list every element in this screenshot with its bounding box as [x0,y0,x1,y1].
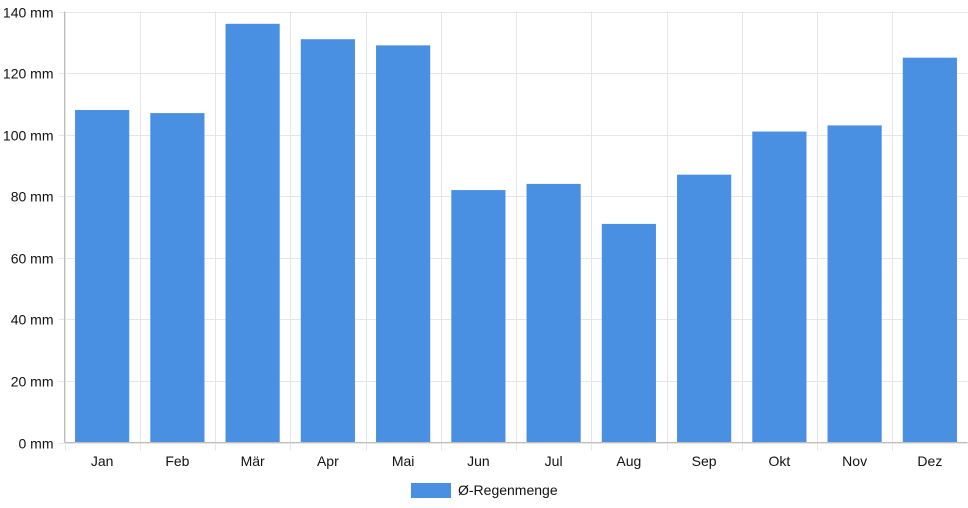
bar-apr [300,39,355,443]
legend-label: Ø-Regenmenge [458,482,558,498]
legend: Ø-Regenmenge [411,482,558,498]
bar-sep [677,174,732,443]
bar-mär [225,23,280,443]
axes [64,11,968,443]
x-tick-label: Mär [241,453,265,469]
y-tick-label: 40 mm [11,312,54,328]
bar-feb [150,113,205,443]
x-tick-label: Dez [917,453,942,469]
bar-jan [75,110,130,443]
x-tick-label: Nov [842,453,867,469]
y-tick-label: 20 mm [11,374,54,390]
y-tick-label: 0 mm [19,436,54,452]
x-tick-label: Jun [467,453,490,469]
y-tick-label: 80 mm [11,189,54,205]
x-tick-label: Apr [317,453,339,469]
bar-jul [526,183,581,443]
x-tick-label: Okt [768,453,790,469]
grid-lines [58,11,968,451]
x-tick-label: Mai [392,453,415,469]
y-tick-label: 120 mm [3,66,54,82]
bar-nov [827,125,882,443]
x-tick-labels: Jan Feb Mär Apr Mai Jun Jul Aug Sep Okt Nov Dez [91,453,942,469]
bar-mai [376,45,431,443]
y-tick-label: 100 mm [3,128,54,144]
x-tick-label: Aug [616,453,641,469]
bar-aug [601,223,656,443]
x-tick-label: Sep [692,453,717,469]
legend-swatch [411,483,451,498]
bar-jun [451,190,506,443]
y-tick-label: 140 mm [3,5,54,21]
y-tick-label: 60 mm [11,251,54,267]
x-tick-label: Feb [165,453,189,469]
bars [75,23,957,443]
y-tick-labels: 0 mm 20 mm 40 mm 60 mm 80 mm 100 mm 120 mm 140 … [3,5,54,452]
bar-okt [752,131,807,443]
x-tick-label: Jul [545,453,563,469]
x-tick-label: Jan [91,453,114,469]
bar-dez [902,57,957,443]
